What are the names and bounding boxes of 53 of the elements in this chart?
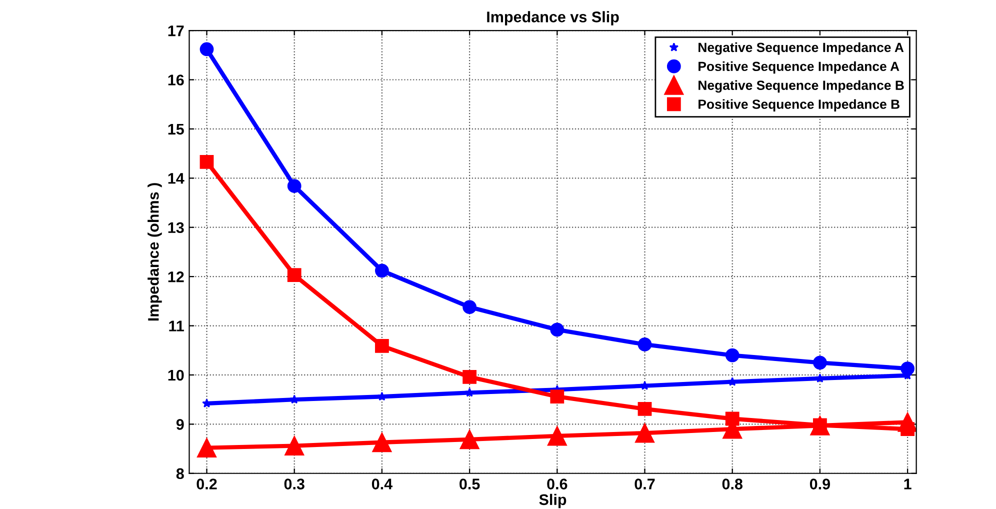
y-tick-label: 13 xyxy=(168,222,184,234)
point xyxy=(462,300,477,314)
y-tick-label: 17 xyxy=(168,26,184,36)
x-tick-label: 0.4 xyxy=(372,478,392,490)
point xyxy=(462,370,477,384)
point xyxy=(725,412,740,426)
y-tick-label: 11 xyxy=(169,320,184,332)
legend-label: Positive Sequence Impedance B xyxy=(698,99,900,112)
point xyxy=(728,376,738,386)
legend-label: Positive Sequence Impedance A xyxy=(698,61,900,74)
point xyxy=(284,436,304,456)
point xyxy=(635,423,654,443)
x-tick-label: 0.3 xyxy=(284,478,304,490)
x-tick-label: 0.8 xyxy=(722,478,743,490)
y-tick-label: 16 xyxy=(168,74,184,86)
point xyxy=(197,438,216,458)
legend-label: Negative Sequence Impedance B xyxy=(698,80,904,93)
y-tick-label: 15 xyxy=(168,124,184,135)
y-tick-label: 9 xyxy=(176,419,184,430)
point xyxy=(640,380,650,390)
legend-label: Negative Sequence Impedance A xyxy=(698,42,904,55)
point xyxy=(725,348,740,362)
point xyxy=(372,432,392,452)
point xyxy=(464,388,474,397)
point xyxy=(900,362,915,376)
x-tick-label: 0.9 xyxy=(810,478,830,490)
point xyxy=(460,430,480,450)
y-tick-label: 14 xyxy=(168,173,184,184)
x-tick-label: 0.2 xyxy=(196,478,217,490)
y-tick-label: 12 xyxy=(168,271,184,282)
point xyxy=(813,356,827,370)
x-tick-label: 0.6 xyxy=(547,478,568,490)
point xyxy=(287,268,302,282)
chart-title: Impedance vs Slip xyxy=(487,11,619,26)
point xyxy=(638,338,652,352)
point xyxy=(547,426,567,446)
y-tick-label: 10 xyxy=(168,370,184,381)
point xyxy=(550,390,564,404)
point xyxy=(815,374,825,382)
y-axis-title: Impedance (ohms ) xyxy=(148,183,162,321)
point xyxy=(550,322,564,337)
point xyxy=(638,402,652,416)
point xyxy=(375,264,389,278)
x-tick-label: 0.5 xyxy=(460,478,480,490)
point xyxy=(375,338,389,353)
y-tick-label: 8 xyxy=(176,468,184,480)
x-axis-title: Slip xyxy=(539,494,566,508)
point xyxy=(200,42,214,56)
point xyxy=(900,422,915,436)
point xyxy=(287,179,302,193)
x-tick-label: 0.7 xyxy=(634,478,655,490)
x-tick-label: 1 xyxy=(904,478,912,490)
point xyxy=(200,154,214,169)
